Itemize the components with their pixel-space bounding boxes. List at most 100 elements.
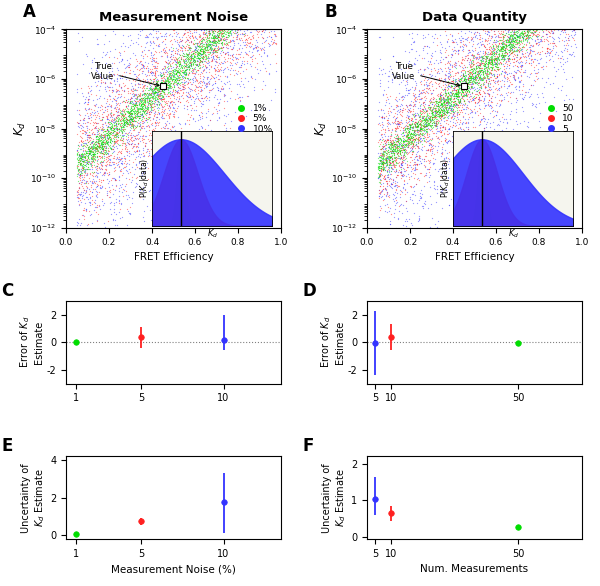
Point	[178, 41, 188, 50]
Point	[445, 64, 454, 74]
Point	[512, 140, 522, 149]
Point	[531, 7, 541, 16]
Point	[203, 45, 213, 54]
Point	[90, 122, 100, 131]
Point	[143, 58, 153, 67]
Point	[250, 7, 260, 16]
Point	[166, 83, 175, 92]
Point	[562, 7, 572, 16]
Point	[100, 248, 109, 257]
Point	[529, 66, 539, 75]
Point	[221, 8, 231, 17]
Point	[232, 25, 242, 34]
Point	[427, 104, 437, 114]
Point	[244, 7, 253, 16]
Point	[252, 7, 262, 16]
Point	[77, 160, 86, 169]
Point	[83, 162, 93, 172]
Point	[167, 146, 176, 156]
Point	[233, 67, 243, 76]
Point	[555, 7, 565, 16]
Point	[483, 36, 493, 45]
Point	[490, 154, 500, 163]
Point	[230, 11, 239, 20]
Point	[258, 76, 268, 86]
Point	[489, 124, 499, 134]
Point	[393, 147, 403, 156]
Point	[451, 80, 460, 90]
Point	[73, 165, 82, 175]
Point	[187, 74, 197, 84]
Point	[405, 143, 415, 152]
Point	[187, 51, 196, 60]
Point	[473, 151, 483, 160]
Point	[563, 30, 573, 39]
Point	[217, 25, 227, 34]
Point	[218, 18, 228, 28]
Point	[451, 81, 460, 90]
Point	[133, 121, 142, 130]
Point	[404, 134, 414, 143]
Point	[479, 123, 488, 132]
Point	[456, 98, 466, 107]
Point	[437, 111, 447, 120]
Point	[550, 7, 559, 16]
Point	[536, 17, 546, 26]
Point	[413, 129, 422, 138]
Point	[188, 30, 197, 39]
Point	[562, 7, 571, 16]
Point	[572, 14, 582, 23]
Point	[374, 97, 384, 106]
Point	[466, 83, 476, 92]
Point	[209, 37, 219, 46]
Point	[212, 32, 222, 42]
Point	[423, 84, 433, 94]
Point	[253, 7, 263, 16]
Point	[239, 83, 249, 92]
Point	[119, 134, 128, 144]
Point	[448, 7, 457, 16]
Point	[476, 66, 485, 75]
Point	[205, 87, 214, 97]
Point	[442, 108, 452, 118]
Point	[155, 70, 164, 79]
Point	[443, 97, 453, 106]
Point	[376, 203, 386, 212]
Point	[376, 152, 385, 161]
Point	[382, 172, 392, 182]
Point	[175, 7, 184, 16]
Point	[563, 7, 572, 16]
Point	[248, 43, 257, 53]
Point	[497, 113, 507, 122]
Point	[240, 17, 250, 26]
Point	[235, 7, 244, 16]
Point	[397, 141, 406, 150]
Point	[390, 127, 400, 136]
Point	[226, 10, 236, 19]
Point	[266, 7, 276, 16]
Point	[150, 84, 160, 93]
Point	[403, 132, 413, 142]
Point	[403, 113, 413, 122]
Point	[211, 66, 221, 75]
Point	[481, 57, 491, 66]
Point	[468, 73, 478, 83]
Point	[425, 111, 434, 120]
Point	[119, 111, 128, 121]
Point	[184, 42, 194, 52]
Point	[396, 164, 406, 173]
Point	[207, 21, 217, 30]
Point	[434, 111, 443, 121]
Point	[446, 91, 455, 101]
Point	[113, 132, 122, 142]
Point	[248, 7, 258, 16]
Point	[155, 81, 164, 90]
Point	[148, 77, 157, 87]
Point	[223, 47, 233, 57]
Point	[530, 22, 540, 31]
Point	[433, 99, 443, 108]
Point	[122, 166, 131, 175]
Point	[530, 7, 539, 16]
Point	[214, 28, 223, 38]
Point	[415, 77, 425, 87]
